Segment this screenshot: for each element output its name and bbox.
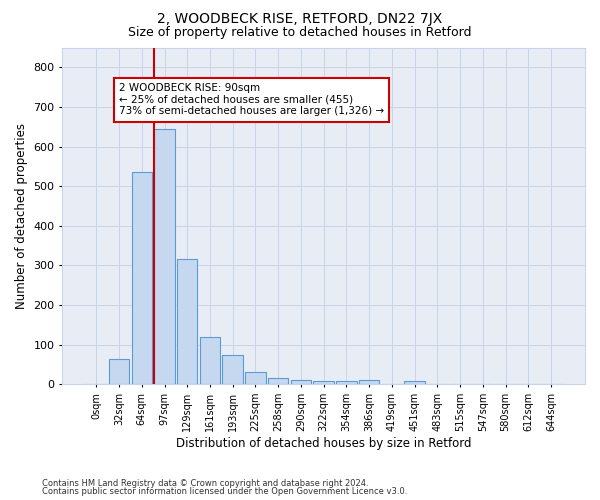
Bar [245, 372, 266, 384]
Bar [223, 354, 243, 384]
Bar [359, 380, 379, 384]
Bar [154, 128, 175, 384]
Bar [268, 378, 289, 384]
Bar [109, 358, 129, 384]
Bar [313, 381, 334, 384]
Bar [200, 337, 220, 384]
X-axis label: Distribution of detached houses by size in Retford: Distribution of detached houses by size … [176, 437, 472, 450]
Bar [290, 380, 311, 384]
Bar [404, 381, 425, 384]
Text: 2 WOODBECK RISE: 90sqm
← 25% of detached houses are smaller (455)
73% of semi-de: 2 WOODBECK RISE: 90sqm ← 25% of detached… [119, 83, 384, 116]
Bar [177, 260, 197, 384]
Text: 2, WOODBECK RISE, RETFORD, DN22 7JX: 2, WOODBECK RISE, RETFORD, DN22 7JX [157, 12, 443, 26]
Text: Size of property relative to detached houses in Retford: Size of property relative to detached ho… [128, 26, 472, 39]
Bar [336, 381, 356, 384]
Bar [131, 172, 152, 384]
Text: Contains public sector information licensed under the Open Government Licence v3: Contains public sector information licen… [42, 487, 407, 496]
Y-axis label: Number of detached properties: Number of detached properties [15, 123, 28, 309]
Text: Contains HM Land Registry data © Crown copyright and database right 2024.: Contains HM Land Registry data © Crown c… [42, 478, 368, 488]
